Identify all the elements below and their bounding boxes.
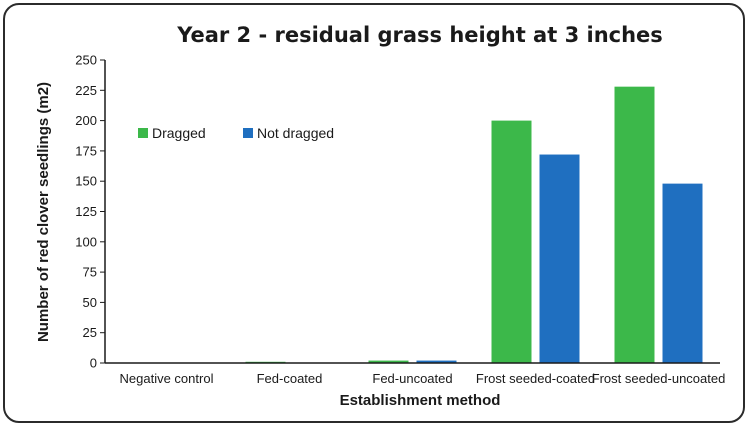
- x-tick-label: Frost seeded-uncoated: [592, 371, 726, 386]
- legend-swatch: [138, 128, 148, 138]
- y-tick-label: 200: [75, 113, 97, 128]
- x-axis-label: Establishment method: [340, 392, 501, 409]
- x-tick-label: Frost seeded-coated: [476, 371, 595, 386]
- chart-title: Year 2 - residual grass height at 3 inch…: [176, 23, 663, 47]
- y-tick-label: 125: [75, 204, 97, 219]
- y-tick-label: 75: [83, 265, 97, 280]
- y-tick-label: 175: [75, 143, 97, 158]
- legend-label: Not dragged: [257, 125, 334, 141]
- y-axis-label: Number of red clover seedlings (m2): [35, 82, 52, 342]
- bar-not-dragged: [662, 183, 703, 363]
- bar-not-dragged: [539, 154, 580, 363]
- y-tick-label: 100: [75, 234, 97, 249]
- bar-dragged: [614, 86, 655, 363]
- x-tick-label: Fed-uncoated: [372, 371, 452, 386]
- bar-dragged: [368, 360, 409, 363]
- y-tick-label: 250: [75, 53, 97, 68]
- y-tick-label: 50: [83, 295, 97, 310]
- y-axis-ticks: 0 25 50 75 100 125 150 175 200 225 250: [75, 53, 105, 371]
- legend-swatch: [243, 128, 253, 138]
- bar-dragged: [491, 120, 532, 363]
- legend-label: Dragged: [152, 125, 206, 141]
- bar-not-dragged: [416, 360, 457, 363]
- y-tick-label: 25: [83, 325, 97, 340]
- x-tick-label: Fed-coated: [257, 371, 323, 386]
- x-tick-label: Negative control: [120, 371, 214, 386]
- x-axis-ticks: Negative control Fed-coated Fed-uncoated Fr…: [120, 371, 726, 386]
- y-tick-label: 150: [75, 174, 97, 189]
- bars: [245, 86, 703, 363]
- legend: Dragged Not dragged: [138, 125, 334, 141]
- y-tick-label: 0: [90, 356, 97, 371]
- y-tick-label: 225: [75, 83, 97, 98]
